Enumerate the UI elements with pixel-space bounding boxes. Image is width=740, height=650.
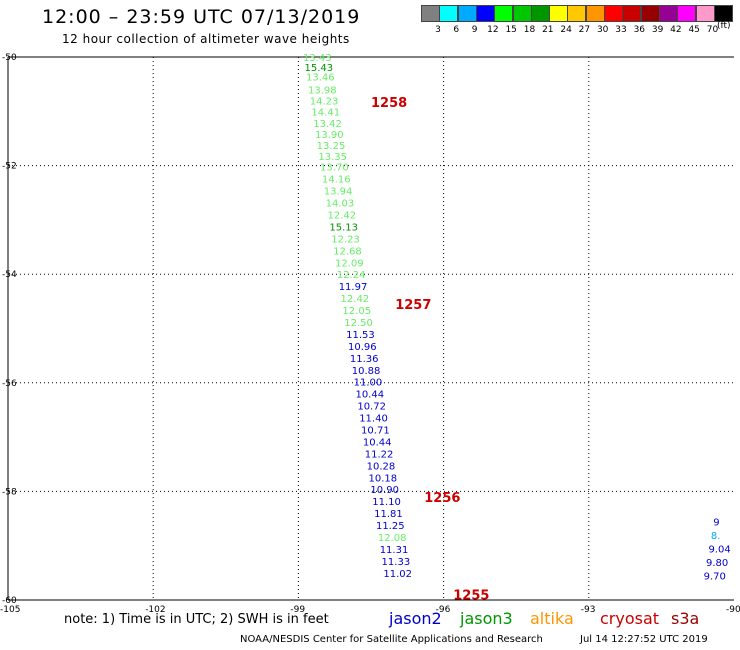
wave-height-value: 12.68 bbox=[333, 246, 362, 257]
legend-label: 12 bbox=[487, 25, 499, 35]
satellite-label-altika: altika bbox=[530, 609, 574, 628]
wave-height-value: 13.35 bbox=[318, 152, 347, 163]
wave-height-value: 11.25 bbox=[376, 521, 405, 532]
wave-height-value: 11.81 bbox=[374, 509, 403, 520]
wave-height-value: 11.36 bbox=[350, 354, 379, 365]
wave-height-value: 12.09 bbox=[335, 258, 364, 269]
wave-height-value: 10.88 bbox=[352, 366, 381, 377]
map-title: 12:00 – 23:59 UTC 07/13/2019 bbox=[42, 6, 361, 28]
legend-swatch bbox=[713, 5, 733, 22]
wave-height-value: 13.70 bbox=[320, 163, 349, 174]
x-tick-label: -90 bbox=[726, 605, 740, 615]
wave-height-value: 13.25 bbox=[317, 141, 346, 152]
wave-height-value: 14.23 bbox=[310, 96, 339, 107]
y-tick-label: -58 bbox=[2, 487, 17, 497]
legend-label: 45 bbox=[688, 25, 700, 35]
y-tick-label: -56 bbox=[2, 379, 17, 389]
wave-height-value: 11.02 bbox=[383, 569, 412, 580]
wave-height-value: 13.94 bbox=[324, 187, 353, 198]
legend-label: 36 bbox=[633, 25, 646, 35]
legend-label: 27 bbox=[578, 25, 591, 35]
wave-height-value: 14.03 bbox=[326, 199, 355, 210]
wave-height-value: 11.22 bbox=[365, 449, 394, 460]
y-tick-label: -54 bbox=[2, 270, 17, 280]
credit-text: NOAA/NESDIS Center for Satellite Applica… bbox=[240, 634, 543, 645]
x-tick-label: -105 bbox=[0, 605, 20, 615]
y-tick-label: -52 bbox=[2, 162, 17, 172]
legend-label: 6 bbox=[453, 25, 460, 35]
timestamp-text: Jul 14 12:27:52 UTC 2019 bbox=[580, 634, 708, 645]
wave-height-value: 11.97 bbox=[339, 282, 368, 293]
wave-height-value: 10.96 bbox=[348, 342, 377, 353]
x-tick-label: -96 bbox=[436, 605, 451, 615]
wave-height-value: 11.40 bbox=[359, 414, 388, 425]
wave-height-value: 12.50 bbox=[344, 318, 373, 329]
wave-height-value: 13.98 bbox=[308, 86, 337, 97]
wave-height-value: 14.41 bbox=[311, 107, 340, 118]
time-label: 1256 bbox=[424, 491, 460, 506]
wave-height-value: 9.70 bbox=[704, 572, 726, 583]
wave-height-value: 13.42 bbox=[313, 119, 342, 130]
legend-label: 15 bbox=[505, 25, 517, 35]
legend-label: 3 bbox=[435, 25, 441, 35]
y-tick-label: -60 bbox=[2, 596, 17, 606]
x-tick-label: -102 bbox=[145, 605, 165, 615]
legend-label: 21 bbox=[542, 25, 554, 35]
wave-height-value: 12.05 bbox=[342, 306, 371, 317]
time-label: 1257 bbox=[395, 298, 431, 313]
legend-label: 18 bbox=[523, 25, 536, 35]
legend-label: 42 bbox=[670, 25, 682, 35]
wave-height-value: 12.42 bbox=[341, 294, 370, 305]
wave-height-value: 14.16 bbox=[322, 175, 351, 186]
wave-height-value: 9.04 bbox=[708, 544, 730, 555]
satellite-label-s3a: s3a bbox=[671, 609, 700, 628]
y-tick-label: -50 bbox=[2, 53, 17, 63]
wave-height-value: 10.90 bbox=[370, 485, 399, 496]
wave-height-value: 10.71 bbox=[361, 425, 390, 436]
wave-height-value: 9.80 bbox=[706, 558, 728, 569]
legend-unit: (ft) bbox=[717, 21, 731, 31]
wave-height-value: 11.10 bbox=[372, 497, 401, 508]
satellite-label-jason2: jason2 bbox=[389, 609, 442, 628]
wave-height-value: 12.08 bbox=[378, 533, 407, 544]
satellite-label-jason3: jason3 bbox=[460, 609, 513, 628]
x-tick-label: -99 bbox=[290, 605, 305, 615]
wave-height-value: 13.90 bbox=[315, 130, 344, 141]
note-text: note: 1) Time is in UTC; 2) SWH is in fe… bbox=[64, 612, 329, 627]
wave-height-value: 15.43 bbox=[304, 63, 333, 74]
wave-height-value: 10.44 bbox=[355, 390, 384, 401]
legend-label: 30 bbox=[596, 25, 609, 35]
time-label: 1258 bbox=[371, 96, 407, 111]
wave-height-value: 9 bbox=[713, 517, 719, 528]
wave-height-value: 8. bbox=[711, 531, 721, 542]
legend-label: 33 bbox=[615, 25, 627, 35]
x-tick-label: -93 bbox=[581, 605, 596, 615]
wave-height-value: 10.18 bbox=[369, 473, 398, 484]
wave-height-value: 10.44 bbox=[363, 437, 392, 448]
wave-height-value: 13.46 bbox=[306, 73, 335, 84]
time-label: 1255 bbox=[453, 589, 489, 604]
wave-height-value: 10.72 bbox=[357, 402, 386, 413]
wave-height-value: 12.24 bbox=[337, 270, 366, 281]
wave-height-value: 12.42 bbox=[328, 210, 357, 221]
wave-height-value: 15.13 bbox=[329, 222, 358, 233]
wave-height-value: 11.33 bbox=[382, 557, 411, 568]
wave-height-value: 11.31 bbox=[380, 545, 409, 556]
wave-height-value: 12.23 bbox=[331, 234, 360, 245]
legend-label: 39 bbox=[651, 25, 664, 35]
wave-height-value: 11.53 bbox=[346, 330, 375, 341]
satellite-label-cryosat: cryosat bbox=[600, 609, 660, 628]
wave-height-value: 11.00 bbox=[354, 378, 383, 389]
wave-height-value: 13.43 bbox=[303, 53, 332, 64]
legend-label: 70 bbox=[706, 25, 719, 35]
legend-label: 24 bbox=[560, 25, 572, 35]
map-subtitle: 12 hour collection of altimeter wave hei… bbox=[62, 32, 350, 46]
wave-height-value: 10.28 bbox=[367, 461, 396, 472]
legend-label: 9 bbox=[471, 25, 478, 35]
